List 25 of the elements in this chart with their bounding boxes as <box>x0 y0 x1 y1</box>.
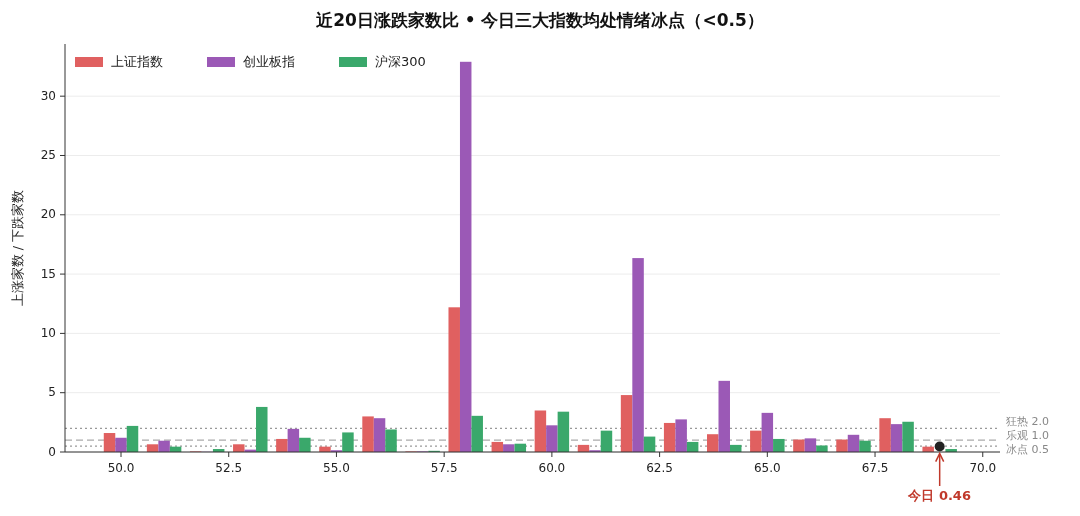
y-tick-label: 5 <box>48 385 56 400</box>
y-tick-label: 0 <box>48 444 56 459</box>
ref-line-label: 冰点 0.5 <box>1006 443 1049 457</box>
legend-label: 上证指数 <box>111 53 163 69</box>
x-tick-label: 55.0 <box>323 461 350 475</box>
x-tick-label: 70.0 <box>969 461 997 475</box>
y-tick-label: 30 <box>40 88 56 103</box>
x-tick-label: 67.5 <box>861 461 889 475</box>
legend-label: 沪深300 <box>375 53 426 69</box>
ref-line-label: 狂热 2.0 <box>1006 415 1049 429</box>
x-tick-label: 52.5 <box>215 461 243 475</box>
x-tick-label: 57.5 <box>430 461 458 475</box>
y-tick-label: 10 <box>40 325 56 340</box>
x-tick-label: 62.5 <box>646 461 673 475</box>
legend-label: 创业板指 <box>243 53 295 69</box>
annotation: 今日 0.46 <box>907 488 971 503</box>
y-tick-label: 15 <box>40 266 56 281</box>
y-axis-title: 上涨家数 / 下跌家数 <box>10 189 25 307</box>
ref-line-label: 乐观 1.0 <box>1006 429 1049 443</box>
y-tick-label: 25 <box>40 147 56 162</box>
x-tick-label: 60.0 <box>538 461 566 475</box>
x-tick-label: 65.0 <box>753 461 781 475</box>
y-tick-label: 20 <box>40 207 56 222</box>
x-tick-label: 50.0 <box>107 461 135 475</box>
chart-title: 近20日涨跌家数比 • 今日三大指数均处情绪冰点（<0.5） <box>315 10 764 30</box>
